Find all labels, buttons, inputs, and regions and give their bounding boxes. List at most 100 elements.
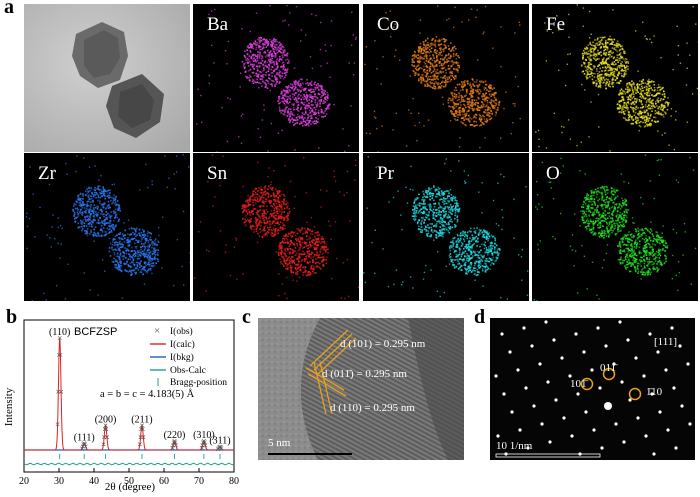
d-spacing-110: d (110) = 0.295 nm [330,402,415,414]
x-tick-label-70: 70 [194,476,204,487]
diffraction-spot [522,326,525,329]
legend-diff: Obs-Calc [150,366,206,376]
diffraction-spot [644,434,647,437]
diffraction-spot [680,404,683,407]
tem-particle-shape [24,4,190,152]
eds-map-fe: Fe [532,4,698,152]
diffraction-spot [672,386,675,389]
diffraction-spot [596,326,599,329]
spot-label-10-1: 101̄ [570,378,587,390]
diffraction-spot [548,440,551,443]
eds-map-zr: Zr [24,153,190,301]
d-spacing-101: d (101) = 0.295 nm [340,338,425,350]
eds-map-ba: Ba [193,4,359,152]
diffraction-spot [626,338,629,341]
diffraction-spot [590,368,593,371]
diffraction-spot [518,428,521,431]
x-tick-label-80: 80 [229,476,239,487]
diffraction-spot [652,452,655,455]
eds-label-co: Co [377,14,399,36]
diffraction-spot [670,326,673,329]
diffraction-spot [494,374,497,377]
diffraction-spot [584,410,587,413]
diffraction-spot [500,332,503,335]
eds-map-sn: Sn [193,153,359,301]
diffraction-spot [538,362,541,365]
peak-label: (111) [74,432,95,443]
chart-title: BCFZSP [74,326,117,338]
panel-label-d: d [474,306,485,329]
y-axis-label: Intensity [3,387,15,426]
x-tick-label-30: 30 [54,476,64,487]
legend-calc: I(calc) [150,339,195,350]
lattice-annotation: a = b = c = 4.183(5) Å [100,388,195,400]
x-tick-label-20: 20 [19,476,29,487]
indexed-spot-ring [630,389,641,400]
diffraction-spot [592,428,595,431]
diffraction-spot [666,428,669,431]
diffraction-spot [614,422,617,425]
diffraction-spot [642,374,645,377]
diffraction-spot [508,350,511,353]
diffraction-spot [574,332,577,335]
diff-line [24,463,234,465]
panel-c-hrtem: d (101) = 0.295 nm d (011̄) = 0.295 nm d… [258,318,464,460]
saed-scale-bar-label: 10 1/nm [496,440,532,452]
peak-label: (110) [49,327,70,338]
diffraction-spot [546,380,549,383]
eds-label-o: O [546,163,560,185]
diffraction-spot [496,434,499,437]
diffraction-spot [562,416,565,419]
diffraction-spot [678,344,681,347]
x-axis-label: 2θ (degree) [105,481,155,493]
diffraction-spot [618,320,621,323]
diffraction-spot [570,434,573,437]
diffraction-spot [540,422,543,425]
diffraction-spot [648,332,651,335]
x-tick-label-40: 40 [89,476,99,487]
diffraction-spot [576,392,579,395]
peak-label: (311) [209,436,230,447]
diffraction-spot [604,344,607,347]
zone-axis-label: [111] [654,336,677,348]
diffraction-spot [502,392,505,395]
diffraction-spot [656,350,659,353]
diffraction-spot [516,368,519,371]
d-spacing-011: d (011̄) = 0.295 nm [322,368,407,380]
diffraction-spot [524,386,527,389]
diffraction-spot [604,402,612,410]
diffraction-spot [600,446,603,449]
diffraction-spot [620,380,623,383]
diffraction-spot [582,350,585,353]
eds-map-o: O [532,153,698,301]
spot-label-1-10: 1̄10 [646,386,662,398]
diffraction-spot [530,344,533,347]
diffraction-spot [686,362,689,365]
hrtem-scale-bar-label: 5 nm [268,437,290,449]
panel-label-a: a [4,0,14,19]
peak-label: (200) [95,414,117,425]
saed-scale-bar-line [496,454,600,457]
legend: × I(obs) I(calc) I(bkg) Obs-Calc Bragg-p… [150,325,227,388]
peak-label: (220) [164,430,186,441]
diffraction-spot [552,338,555,341]
diffraction-spot [658,410,661,413]
tem-image [24,4,190,152]
spot-label-01-1: 011̄ [600,362,616,374]
diffraction-spot [510,410,513,413]
eds-label-sn: Sn [207,163,227,185]
diffraction-spot [544,320,547,323]
diffraction-spot [598,386,601,389]
eds-map-co: Co [363,4,529,152]
diffraction-spot [674,446,677,449]
peak-label: (211) [131,414,152,425]
eds-map-pr: Pr [363,153,529,301]
x-tick-label-60: 60 [159,476,169,487]
eds-label-ba: Ba [207,14,228,36]
legend-bkg: I(bkg) [150,352,194,363]
diffraction-spot [634,356,637,359]
panel-d-saed: [111] 011̄ 101̄ 1̄10 10 1/nm [490,318,695,460]
eds-label-pr: Pr [377,163,394,185]
